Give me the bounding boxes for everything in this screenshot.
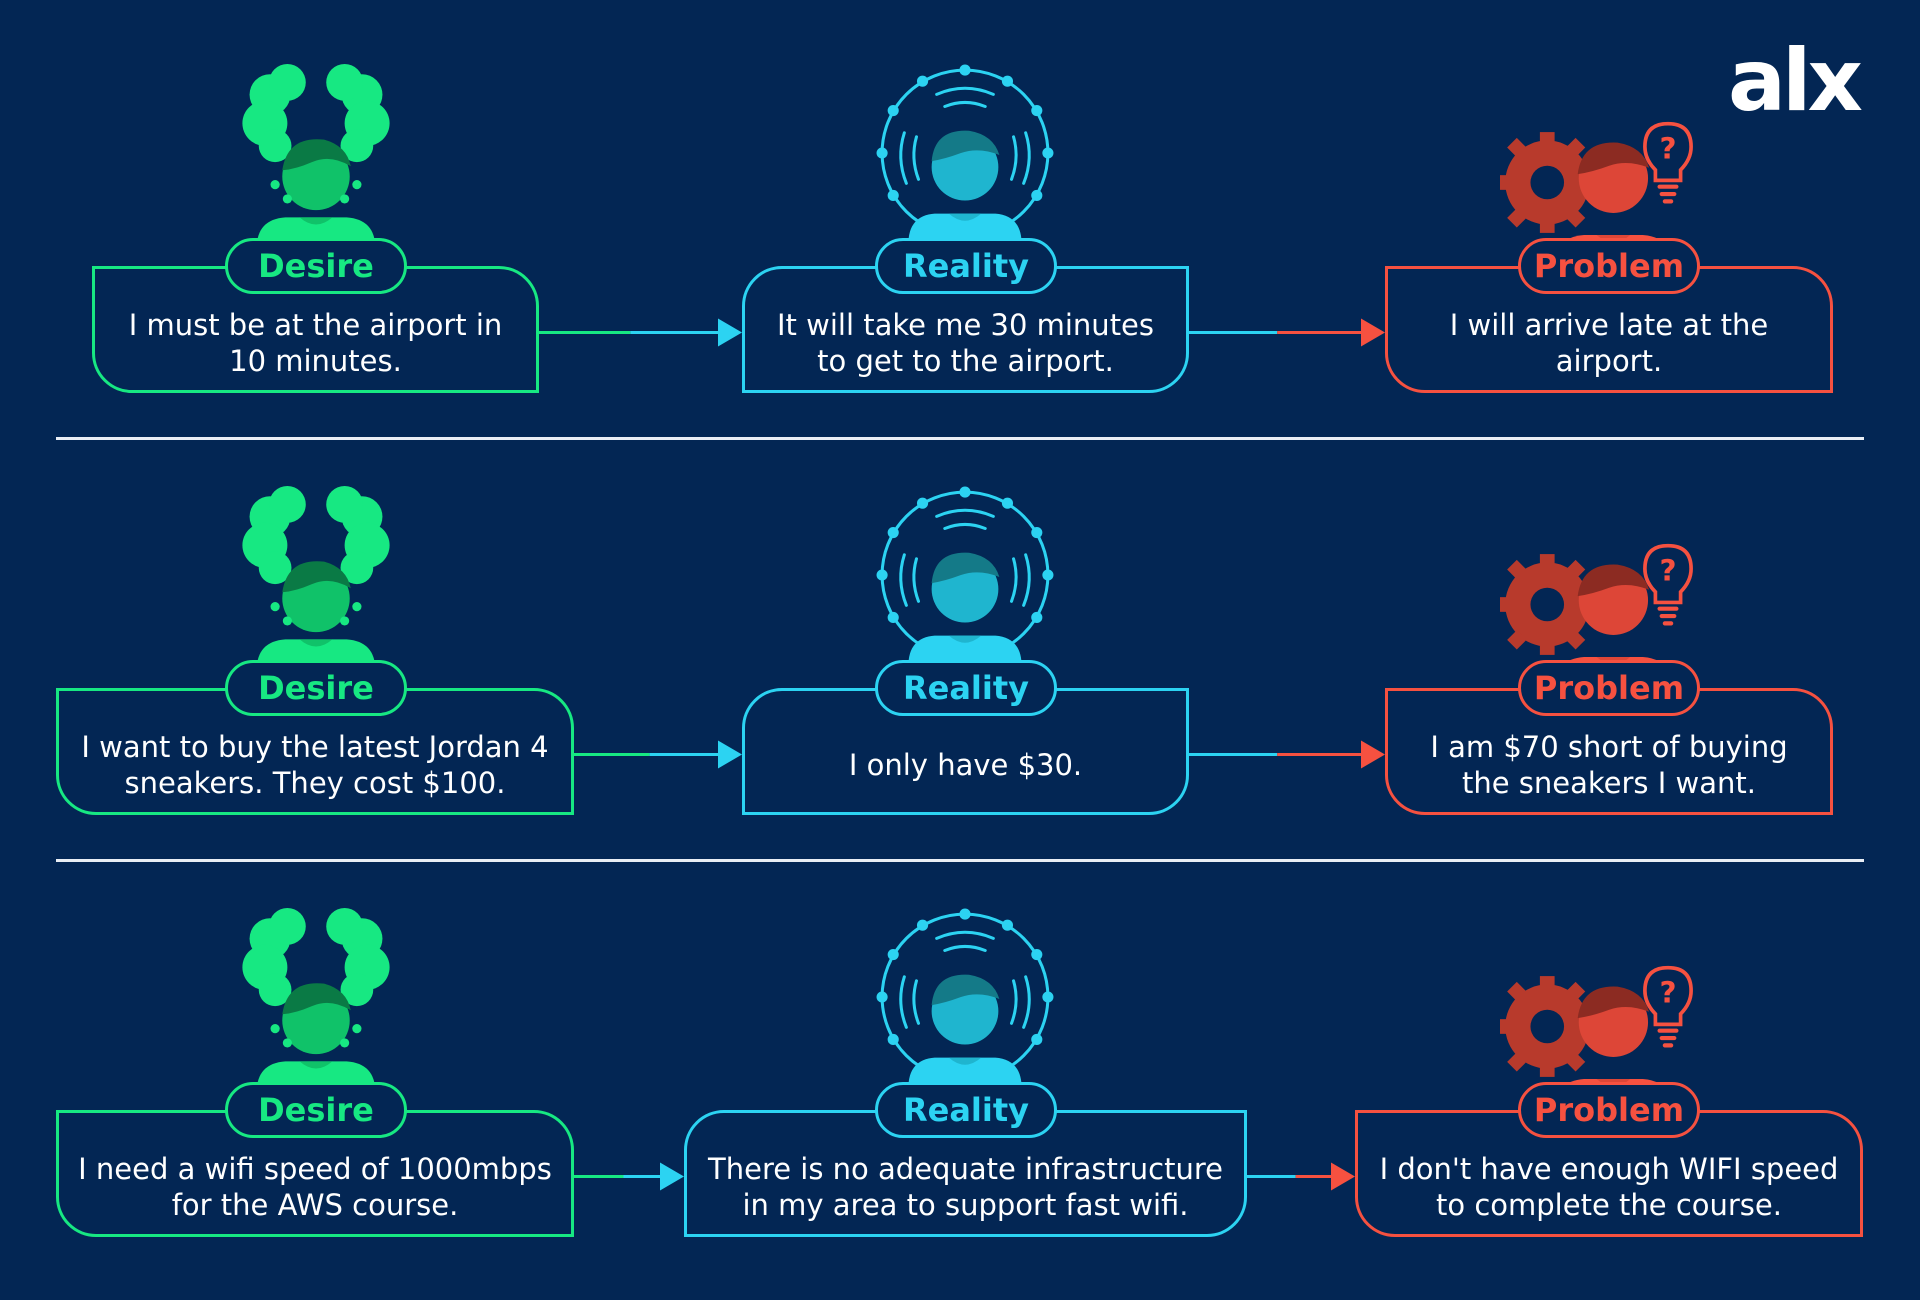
person-in-signal-circle-icon	[875, 63, 1055, 244]
reality-text: I only have $30.	[848, 747, 1083, 782]
desire-label: Desire	[225, 238, 407, 294]
person-in-signal-circle-icon	[875, 907, 1055, 1088]
arrow-head	[718, 740, 742, 769]
row-arrows	[574, 1162, 1355, 1191]
desire-label: Desire	[225, 660, 407, 716]
reality-text: It will take me 30 minutes to get to the…	[776, 307, 1155, 378]
row-divider	[56, 859, 1864, 862]
reality-label: Reality	[875, 1082, 1057, 1138]
reality-text: There is no adequate infrastructure in m…	[708, 1151, 1223, 1222]
person-in-signal-circle-icon	[875, 485, 1055, 666]
row-arrows	[539, 318, 1385, 347]
arrow-head	[1361, 318, 1385, 347]
row-divider	[56, 437, 1864, 440]
desire-label: Desire	[225, 1082, 407, 1138]
problem-text: I am $70 short of buying the sneakers I …	[1430, 729, 1788, 800]
problem-label: Problem	[1518, 660, 1700, 716]
problem-text: I don't have enough WIFI speed to comple…	[1379, 1151, 1839, 1222]
arrow-head	[660, 1162, 684, 1191]
problem-text: I will arrive late at the airport.	[1449, 307, 1769, 378]
row-arrows	[574, 740, 1385, 769]
reality-label: Reality	[875, 238, 1057, 294]
problem-label: Problem	[1518, 1082, 1700, 1138]
desire-text: I need a wifi speed of 1000mbps for the …	[78, 1151, 552, 1222]
desire-text: I want to buy the latest Jordan 4 sneake…	[81, 729, 549, 800]
person-with-curly-hair-icon	[242, 64, 390, 248]
person-with-curly-hair-icon	[242, 908, 390, 1092]
arrow-head	[1331, 1162, 1355, 1191]
arrow-head	[718, 318, 742, 347]
reality-label: Reality	[875, 660, 1057, 716]
arrow-head	[1361, 740, 1385, 769]
alx-logo: alx	[1728, 31, 1863, 131]
problem-label: Problem	[1518, 238, 1700, 294]
desire-card: I must be at the airport in 10 minutes.	[92, 266, 539, 393]
person-with-curly-hair-icon	[242, 486, 390, 670]
desire-text: I must be at the airport in 10 minutes.	[128, 307, 503, 378]
